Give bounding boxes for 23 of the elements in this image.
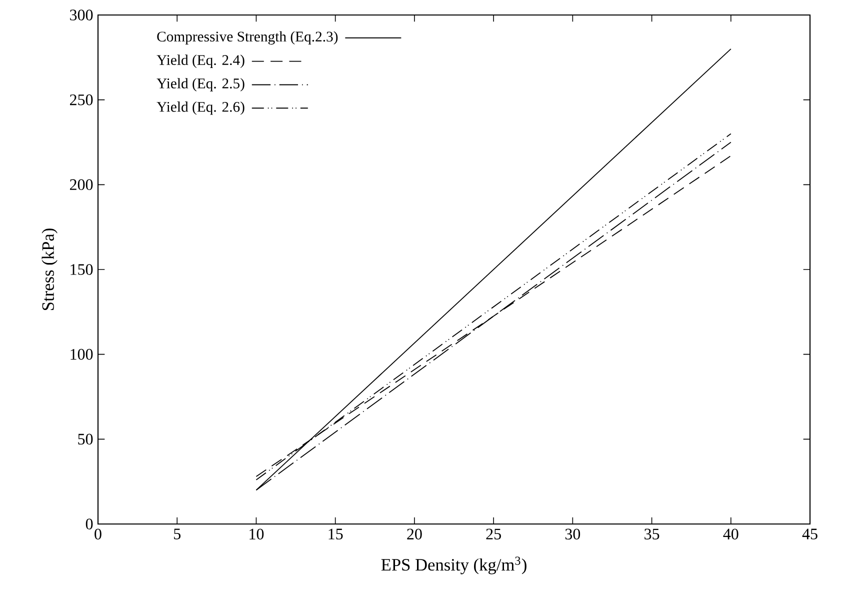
legend-label: Compressive Strength (Eq.2.3) — [157, 31, 338, 45]
x-axis-title: EPS Density (kg/m$^{3}$) — [381, 556, 526, 574]
x-tick-label: 10 — [250, 528, 264, 540]
legend-label: Yield (Eq. 2.5) — [156, 78, 244, 92]
y-tick-label: 250 — [70, 94, 93, 106]
x-tick-label: 15 — [328, 528, 343, 540]
y-tick-label: 300 — [70, 10, 93, 20]
y-axis-title: Stress (kPa) — [42, 228, 58, 310]
x-tick-label: 40 — [723, 528, 738, 540]
y-tick-label: 150 — [70, 264, 93, 275]
legend-label: Yield (Eq. 2.4) — [156, 54, 244, 68]
x-tick-label: 45 — [802, 528, 818, 540]
y-tick-label: 200 — [70, 179, 93, 190]
y-tick-label: 100 — [70, 348, 93, 360]
x-tick-label: 0 — [94, 528, 102, 540]
x-tick-label: 20 — [407, 528, 422, 540]
x-tick-label: 30 — [565, 528, 580, 540]
x-tick-label: 25 — [486, 528, 501, 540]
legend-label: Yield (Eq. 2.6) — [156, 102, 244, 115]
y-tick-label: 0 — [86, 518, 93, 530]
y-tick-label: 50 — [78, 434, 93, 445]
x-tick-label: 35 — [644, 528, 660, 540]
x-tick-label: 5 — [174, 528, 180, 540]
